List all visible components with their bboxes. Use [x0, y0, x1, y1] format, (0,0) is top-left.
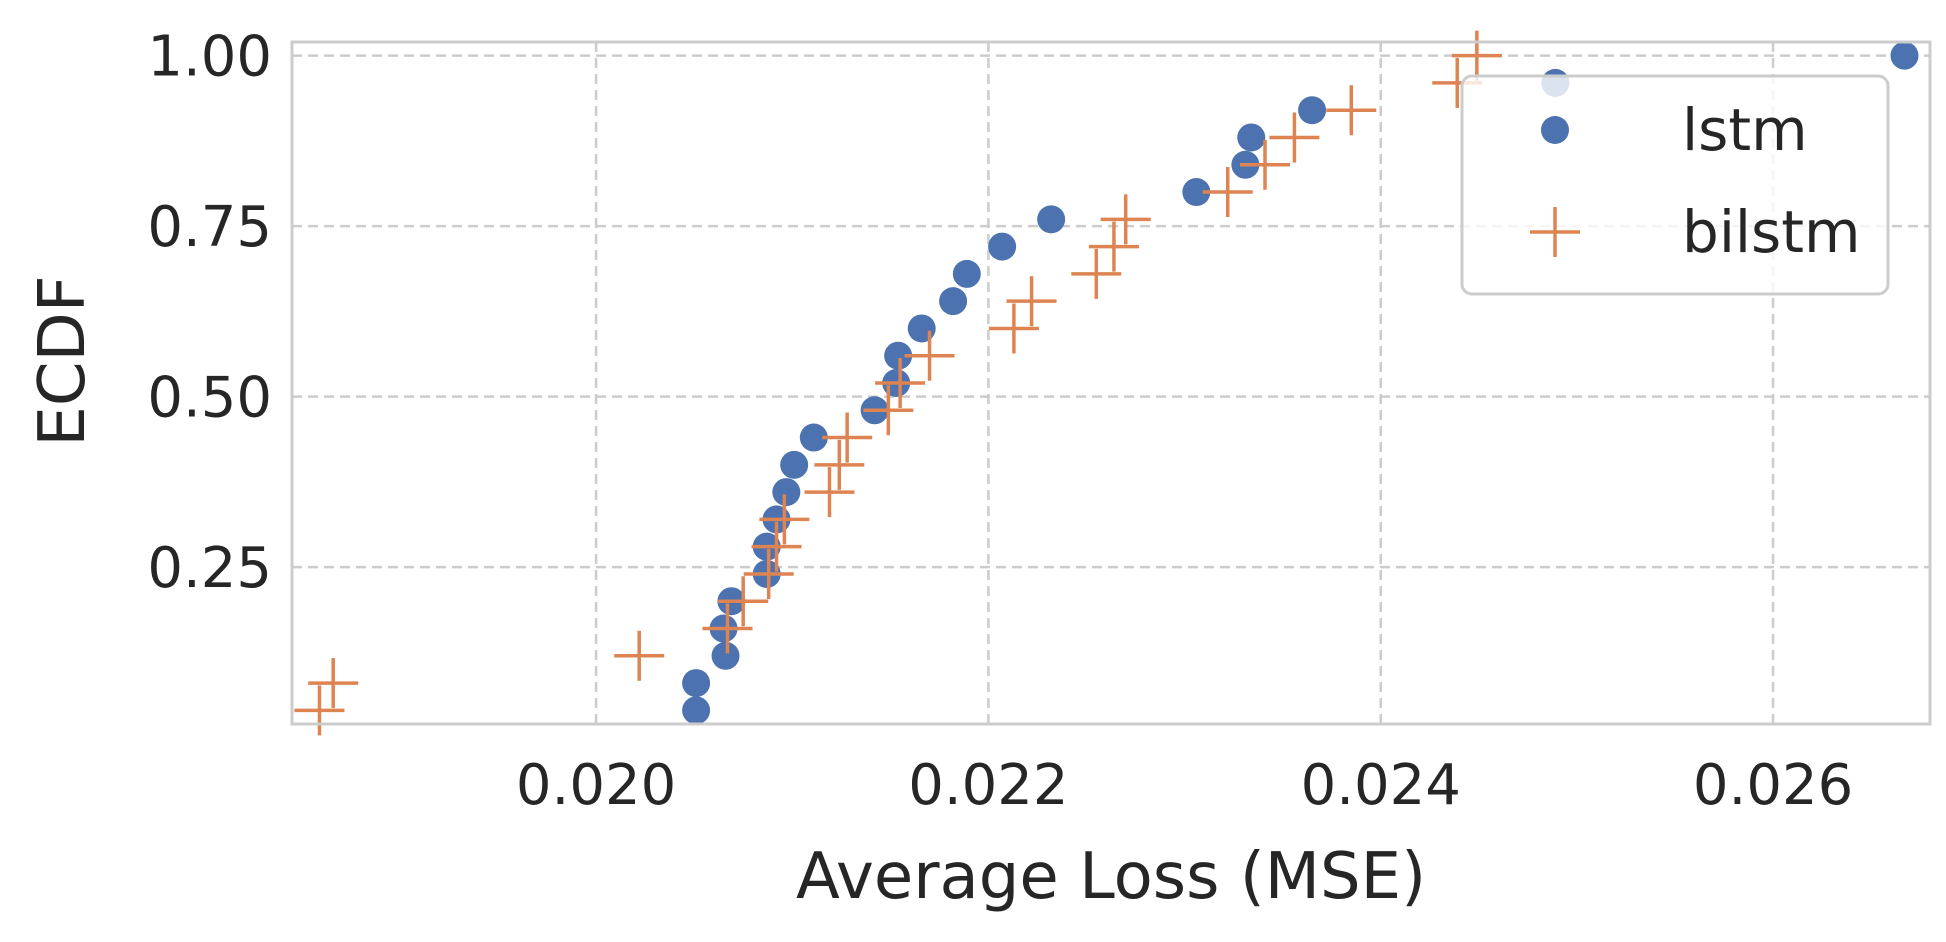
bilstm-point [1088, 221, 1139, 272]
bilstm-point [702, 603, 753, 654]
bilstm-point [875, 358, 926, 408]
bilstm-point [614, 630, 665, 681]
bilstm-point [863, 385, 914, 436]
bilstm-point [1006, 276, 1057, 327]
lstm-point [1890, 41, 1919, 70]
x-axis-label: Average Loss (MSE) [796, 840, 1426, 914]
lstm-point [711, 641, 740, 670]
lstm-point [799, 423, 828, 452]
bilstm-point [308, 658, 359, 709]
bilstm-point [904, 330, 955, 381]
bilstm-point [1451, 30, 1502, 81]
lstm-point [772, 478, 801, 507]
lstm-point [1037, 205, 1066, 234]
bilstm-point [1239, 139, 1290, 190]
legend-entry-bilstm: bilstm [1530, 198, 1861, 266]
x-tick-label: 0.024 [1301, 753, 1461, 818]
bilstm-point [822, 412, 873, 463]
y-tick-label: 0.25 [147, 536, 272, 601]
bilstm-point [294, 685, 345, 736]
bilstm-point [1202, 167, 1253, 218]
lstm-point [1298, 96, 1327, 125]
y-axis-label: ECDF [26, 275, 100, 446]
legend-entry-lstm: lstm [1541, 96, 1808, 164]
lstm-point [682, 696, 711, 725]
lstm-point [988, 232, 1017, 261]
legend: lstm bilstm [1460, 74, 1890, 296]
x-tick-label: 0.026 [1693, 753, 1853, 818]
bilstm-point [1326, 85, 1377, 136]
bilstm-point [988, 303, 1039, 354]
bilstm-point [759, 494, 810, 545]
x-tick-label: 0.020 [516, 753, 676, 818]
lstm-point [1182, 178, 1211, 207]
y-tick-labels: 0.25 0.50 0.75 1.00 [147, 25, 272, 602]
lstm-point [780, 450, 809, 479]
lstm-point [682, 669, 711, 698]
lstm-point [907, 314, 936, 343]
legend-marker-lstm [1541, 116, 1569, 144]
legend-label-lstm: lstm [1682, 96, 1808, 164]
bilstm-point [804, 467, 855, 518]
bilstm-point [1071, 248, 1122, 299]
x-tick-label: 0.022 [908, 753, 1068, 818]
lstm-point [1237, 123, 1266, 152]
bilstm-point [718, 576, 769, 627]
legend-marker-bilstm [1530, 207, 1580, 257]
bilstm-point [1269, 112, 1320, 163]
plot-frame [290, 40, 1932, 726]
bilstm-point [751, 521, 802, 572]
y-tick-label: 0.50 [147, 366, 272, 431]
bilstm-point [814, 439, 865, 490]
bilstm-point [743, 548, 794, 599]
lstm-point [884, 341, 913, 370]
x-tick-labels: 0.020 0.022 0.024 0.026 [516, 753, 1853, 818]
lstm-point [939, 287, 968, 316]
bilstm-point [1100, 194, 1151, 245]
series-bilstm [294, 30, 1502, 736]
y-tick-label: 1.00 [147, 25, 272, 90]
lstm-point [952, 259, 981, 288]
y-tick-label: 0.75 [147, 195, 272, 260]
legend-entries: lstm bilstm [1530, 96, 1861, 266]
legend-label-bilstm: bilstm [1682, 198, 1861, 266]
